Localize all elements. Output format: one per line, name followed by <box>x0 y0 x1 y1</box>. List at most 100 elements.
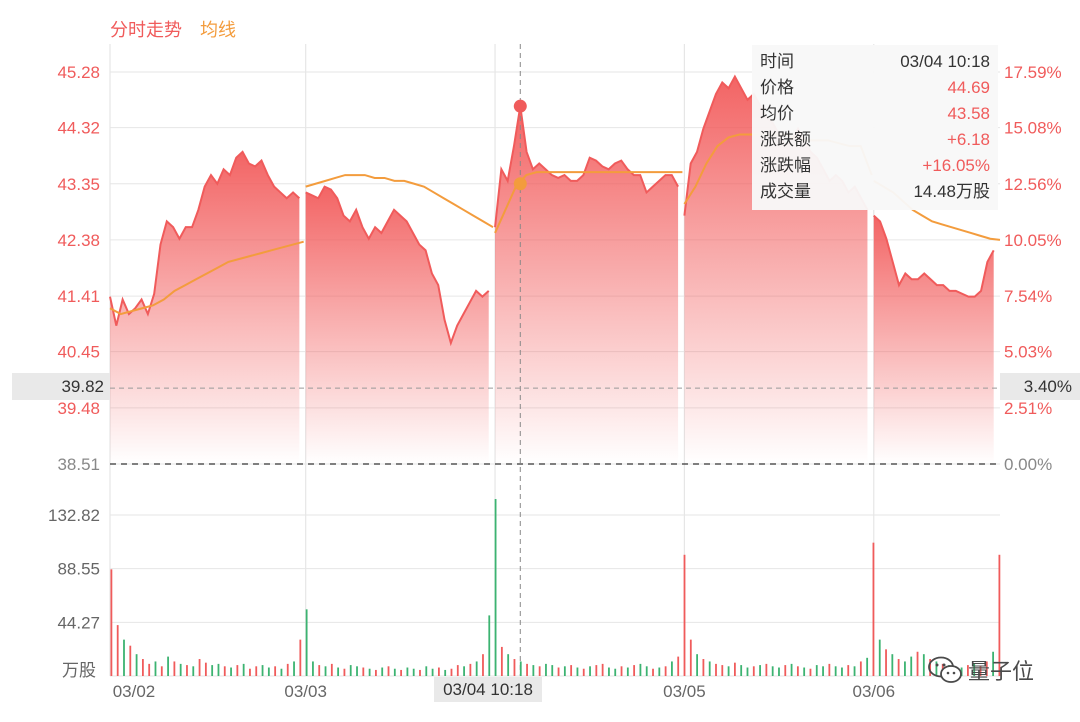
volume-bar <box>639 663 642 676</box>
x-axis-label: 03/03 <box>284 682 327 701</box>
volume-bar <box>356 666 358 676</box>
volume-bar <box>689 639 692 676</box>
tooltip-row-volume: 成交量 14.48万股 <box>760 182 990 201</box>
crosshair-time-label: 03/04 10:18 <box>434 677 542 702</box>
volume-bar <box>236 665 239 676</box>
volume-bar <box>973 663 976 676</box>
volume-bar <box>872 542 875 676</box>
volume-bar <box>614 668 617 676</box>
volume-bar <box>904 661 906 676</box>
volume-bar <box>406 667 409 676</box>
volume-bar <box>494 499 497 676</box>
volume-bar <box>620 666 623 676</box>
volume-bar <box>375 669 377 676</box>
volume-bar <box>211 665 214 676</box>
price-tick-label: 45.28 <box>57 63 100 82</box>
volume-bar <box>482 654 484 676</box>
data-tooltip: 时间 03/04 10:18 价格 44.69 均价 43.58 涨跌额 +6.18 涨… <box>752 45 998 210</box>
tooltip-row-price: 价格 44.69 <box>760 78 990 97</box>
volume-bar <box>853 666 856 676</box>
volume-bar <box>204 662 207 676</box>
volume-bar <box>230 667 232 676</box>
volume-bar <box>733 662 736 676</box>
volume-bar <box>299 639 302 676</box>
volume-bar <box>626 667 629 676</box>
volume-bar <box>916 651 919 676</box>
volume-bar <box>809 668 812 676</box>
volume-bar <box>393 668 396 676</box>
volume-bar <box>708 661 711 676</box>
pct-tick-label: 10.05% <box>1004 231 1062 250</box>
volume-bar <box>878 639 881 676</box>
volume-bar <box>822 666 824 676</box>
volume-bar <box>135 654 138 676</box>
volume-bar <box>696 654 699 676</box>
volume-bar <box>897 659 900 676</box>
volume-bar <box>847 665 850 676</box>
volume-bar <box>456 665 459 676</box>
price-area <box>305 186 489 464</box>
volume-bar <box>645 666 648 676</box>
volume-tick-label: 88.55 <box>57 560 100 579</box>
legend-price[interactable]: 分时走势 <box>110 20 182 40</box>
volume-bar <box>312 661 314 676</box>
volume-bar <box>267 667 270 676</box>
volume-bar <box>803 667 806 676</box>
volume-bar <box>998 554 1001 676</box>
pct-tick-label: 7.54% <box>1004 287 1052 306</box>
volume-bar <box>507 654 510 676</box>
pct-tick-label: 15.08% <box>1004 119 1062 138</box>
volume-bar <box>381 667 384 676</box>
volume-bar <box>349 665 352 676</box>
volume-bar <box>148 663 151 676</box>
volume-bar <box>330 663 333 676</box>
price-tick-label: 42.38 <box>57 231 100 250</box>
volume-bar <box>186 665 188 676</box>
tooltip-row-time: 时间 03/04 10:18 <box>760 52 990 71</box>
volume-bar <box>526 663 528 676</box>
legend-average[interactable]: 均线 <box>200 20 236 40</box>
volume-bar <box>412 668 415 676</box>
volume-bar <box>551 665 554 676</box>
volume-bar <box>765 663 768 676</box>
volume-bar <box>217 663 220 676</box>
watermark: 量子位 <box>928 654 1034 686</box>
volume-bar <box>513 659 516 676</box>
volume-bar <box>123 639 125 676</box>
volume-bar <box>910 656 913 676</box>
volume-bar <box>431 668 434 676</box>
volume-bar <box>242 663 245 676</box>
volume-bar <box>475 661 478 676</box>
price-area <box>873 215 994 464</box>
x-axis-label: 03/02 <box>113 682 156 701</box>
volume-bar <box>771 666 774 676</box>
volume-bar <box>664 666 667 676</box>
crosshair-pct-label: 3.40% <box>1000 373 1080 400</box>
x-axis-label: 03/05 <box>663 682 706 701</box>
volume-bar <box>633 665 636 676</box>
volume-bar <box>519 661 522 676</box>
volume-bar <box>293 661 295 676</box>
volume-bar <box>967 665 969 676</box>
volume-bar <box>595 665 598 676</box>
pct-tick-label: 12.56% <box>1004 175 1062 194</box>
volume-bar <box>746 667 749 676</box>
volume-bar <box>859 661 862 676</box>
volume-bar <box>960 667 963 676</box>
volume-bar <box>841 667 843 676</box>
volume-bar <box>545 663 547 676</box>
volume-bar <box>985 661 988 676</box>
volume-bar <box>929 659 932 676</box>
volume-tick-label: 132.82 <box>48 506 100 525</box>
volume-bar <box>866 657 869 676</box>
pct-tick-label: 17.59% <box>1004 63 1062 82</box>
volume-tick-label: 44.27 <box>57 613 100 632</box>
volume-bar <box>815 665 818 676</box>
volume-bar <box>179 663 182 676</box>
volume-bar <box>129 645 132 676</box>
price-tick-label: 41.41 <box>57 287 100 306</box>
volume-bar <box>173 661 176 676</box>
x-axis-label: 03/06 <box>852 682 895 701</box>
volume-bar <box>274 666 277 676</box>
